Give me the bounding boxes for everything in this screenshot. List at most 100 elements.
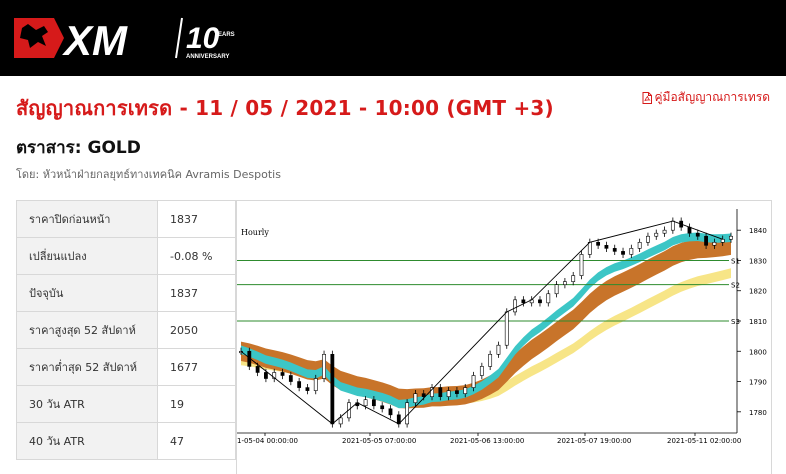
- stat-label: ราคาสูงสุด 52 สัปดาห์: [16, 311, 158, 349]
- price-candle: [670, 220, 675, 231]
- y-tick-label: 1790: [749, 379, 767, 387]
- price-candle: [255, 366, 260, 373]
- stats-table: ราคาปิดก่อนหน้า 1837 เปลี่ยนแปลง -0.08 % ปัจ…: [16, 200, 236, 460]
- page-title: สัญญาณการเทรด - 11 / 05 / 2021 - 10:00 (…: [16, 96, 554, 120]
- price-candle: [720, 238, 725, 243]
- x-tick-label: 2021-05-06 13:00:00: [450, 437, 524, 445]
- x-tick-label: 2021-05-07 19:00:00: [557, 437, 631, 445]
- stats-row: 40 วัน ATR 47: [16, 422, 236, 460]
- zigzag-line: [240, 220, 723, 425]
- stat-value: 19: [157, 385, 236, 423]
- stat-label: 40 วัน ATR: [16, 422, 158, 460]
- y-tick-label: 1780: [749, 409, 767, 417]
- price-candle: [446, 390, 451, 397]
- price-candle: [596, 241, 601, 246]
- stat-value: -0.08 %: [157, 237, 236, 275]
- price-candle: [571, 275, 576, 282]
- stat-label: ราคาปิดก่อนหน้า: [16, 200, 158, 238]
- stats-row: ปัจจุบัน 1837: [16, 274, 236, 312]
- stat-label: เปลี่ยนแปลง: [16, 237, 158, 275]
- signals-guide-link[interactable]: คู่มือสัญญาณการเทรด: [642, 88, 770, 107]
- price-candle: [579, 254, 584, 276]
- stat-label: ราคาต่ำสุด 52 สัปดาห์: [16, 348, 158, 386]
- price-candle: [330, 353, 335, 425]
- price-candle: [280, 372, 285, 376]
- price-candle: [604, 245, 609, 249]
- x-tick-label: 2021-05-05 07:00:00: [342, 437, 416, 445]
- price-candle: [421, 393, 426, 397]
- price-candle: [704, 235, 708, 246]
- x-tick-label: 2021-05-11 02:00:00: [667, 437, 741, 445]
- hourly-chart: Hourly S1 S2 S3 1780 1790 1800 1810 1820 1830 1840…: [236, 200, 772, 474]
- price-candle: [371, 399, 376, 407]
- price-candle: [455, 390, 459, 394]
- price-candle: [430, 387, 434, 397]
- stat-label: ปัจจุบัน: [16, 274, 158, 312]
- price-candle: [554, 284, 559, 295]
- y-tick-label: 1810: [749, 318, 767, 326]
- price-candle: [662, 229, 667, 234]
- stats-row: 30 วัน ATR 19: [16, 385, 236, 423]
- price-candle: [729, 235, 733, 240]
- price-candle: [313, 378, 318, 391]
- price-candle: [413, 393, 418, 404]
- price-candle: [521, 299, 526, 304]
- anniversary-number: 10: [186, 22, 220, 55]
- pdf-icon: [642, 91, 652, 104]
- price-candle: [496, 344, 501, 355]
- price-candle: [504, 311, 509, 346]
- price-candle: [629, 248, 634, 255]
- stat-value: 1837: [157, 274, 236, 312]
- price-candle: [538, 299, 542, 304]
- price-candle: [438, 387, 443, 397]
- price-candle: [405, 402, 410, 425]
- price-candle: [363, 399, 368, 407]
- price-candle: [272, 372, 277, 379]
- price-candle: [712, 241, 717, 246]
- chart-title: Hourly: [241, 228, 269, 237]
- price-candle: [388, 408, 393, 416]
- site-header: XM 10 YEARS ANNIVERSARY: [0, 0, 786, 76]
- price-candle: [654, 232, 659, 237]
- price-candle: [264, 372, 268, 379]
- stat-value: 1677: [157, 348, 236, 386]
- author-line: โดย: หัวหน้าฝ่ายกลยุทธ์ทางเทคนิค Avramis…: [16, 168, 281, 181]
- price-candle: [288, 375, 293, 382]
- price-candle: [646, 235, 650, 243]
- y-tick-label: 1830: [749, 257, 767, 265]
- price-candle: [687, 226, 692, 234]
- price-candle: [637, 241, 642, 249]
- y-tick-label: 1800: [749, 348, 767, 356]
- price-candle: [562, 281, 567, 285]
- x-tick-label: 1-05-04 00:00:00: [237, 437, 298, 445]
- y-tick-label: 1840: [749, 227, 767, 235]
- y-tick-label: 1820: [749, 288, 767, 296]
- stat-value: 1837: [157, 200, 236, 238]
- price-candle: [297, 381, 302, 388]
- stats-row: เปลี่ยนแปลง -0.08 %: [16, 237, 236, 275]
- price-candle: [471, 375, 476, 388]
- price-candle: [587, 241, 592, 255]
- stats-row: ราคาต่ำสุด 52 สัปดาห์ 1677: [16, 348, 236, 386]
- price-candle: [322, 353, 326, 379]
- brand-text: XM: [62, 17, 128, 64]
- xm-logo[interactable]: XM 10 YEARS ANNIVERSARY: [14, 12, 244, 64]
- chart-canvas: Hourly S1 S2 S3 1780 1790 1800 1810 1820 1830 1840…: [237, 209, 767, 445]
- anniversary-years: YEARS: [214, 32, 235, 38]
- price-candle: [695, 232, 700, 237]
- instrument-heading: ตราสาร: GOLD: [16, 138, 141, 158]
- price-candle: [338, 417, 343, 425]
- price-candle: [463, 387, 468, 394]
- support-label-s3: S3: [731, 318, 740, 326]
- price-candle: [621, 251, 625, 255]
- stats-row: ราคาปิดก่อนหน้า 1837: [16, 200, 236, 238]
- anniversary-word: ANNIVERSARY: [186, 54, 229, 60]
- stat-value: 47: [157, 422, 236, 460]
- stat-label: 30 วัน ATR: [16, 385, 158, 423]
- price-candle: [612, 248, 617, 252]
- support-label-s2: S2: [731, 282, 740, 290]
- ma-band-yellow: [241, 268, 731, 404]
- support-label-s1: S1: [731, 257, 740, 265]
- price-candle: [479, 366, 484, 376]
- stats-row: ราคาสูงสุด 52 สัปดาห์ 2050: [16, 311, 236, 349]
